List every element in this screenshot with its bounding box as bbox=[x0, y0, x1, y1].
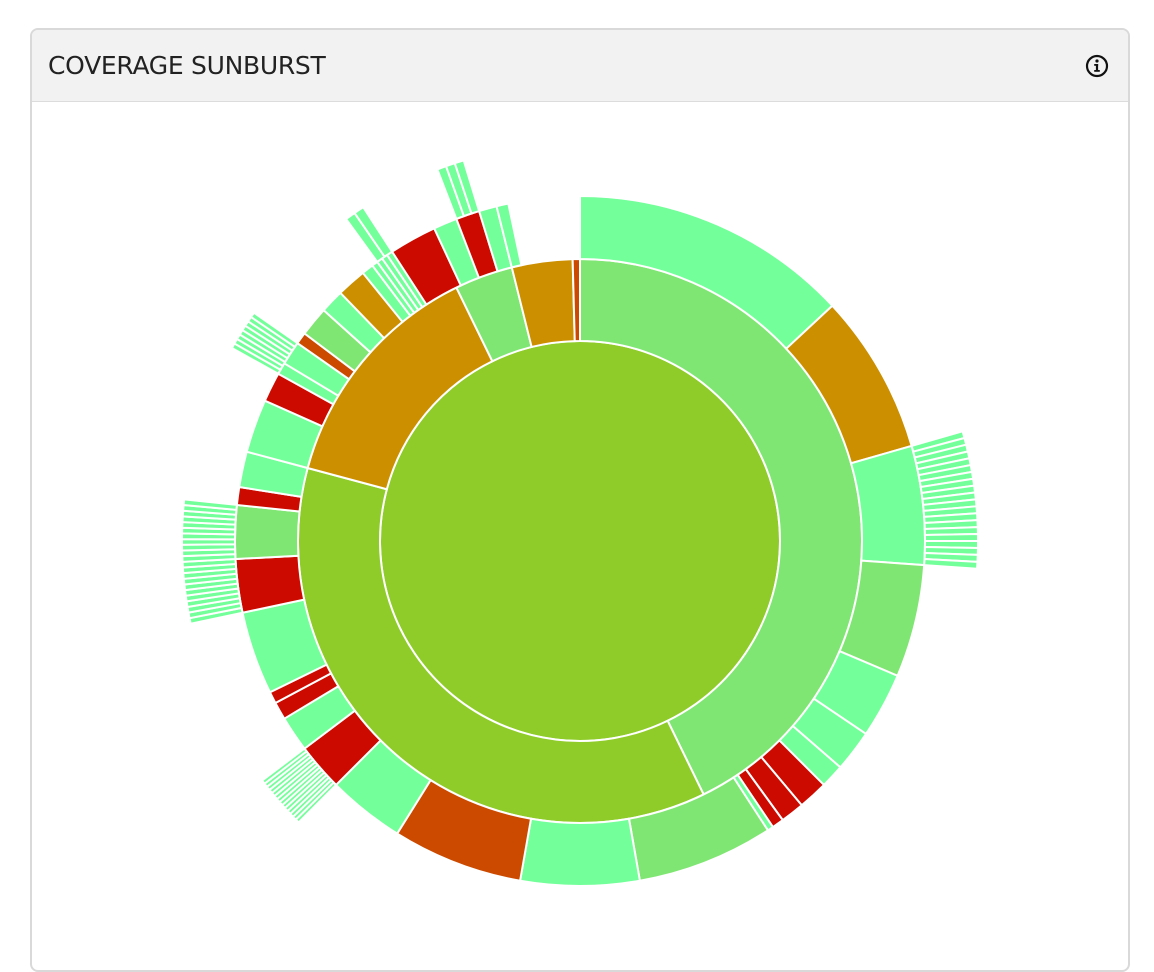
sunburst-chart bbox=[181, 159, 980, 888]
sunburst-segment-level4-1-13[interactable] bbox=[260, 747, 308, 786]
sunburst-segment-level4-0-15[interactable] bbox=[923, 533, 980, 542]
sunburst-segment-level4-4-1[interactable] bbox=[353, 205, 394, 259]
sunburst-segment-level4-0-19[interactable] bbox=[923, 558, 979, 570]
info-circle-icon[interactable] bbox=[1084, 53, 1110, 79]
card-header: COVERAGE SUNBURST bbox=[32, 30, 1128, 102]
card-title: COVERAGE SUNBURST bbox=[48, 51, 326, 80]
sunburst-segment-level3-12[interactable] bbox=[518, 817, 642, 888]
sunburst-segment-level4-2-21[interactable] bbox=[182, 498, 238, 511]
sunburst-segment-level4-3-7[interactable] bbox=[249, 311, 299, 349]
sunburst-segment-level3-2[interactable] bbox=[849, 444, 926, 567]
sunburst-segment-level2-5[interactable] bbox=[571, 257, 581, 343]
sunburst-segment-level3-21[interactable] bbox=[234, 503, 301, 561]
sunburst-segment-level3-41[interactable] bbox=[495, 202, 523, 269]
sunburst-segment-level1-0[interactable] bbox=[379, 340, 781, 742]
sunburst-segment-level4-5-2[interactable] bbox=[453, 159, 481, 215]
